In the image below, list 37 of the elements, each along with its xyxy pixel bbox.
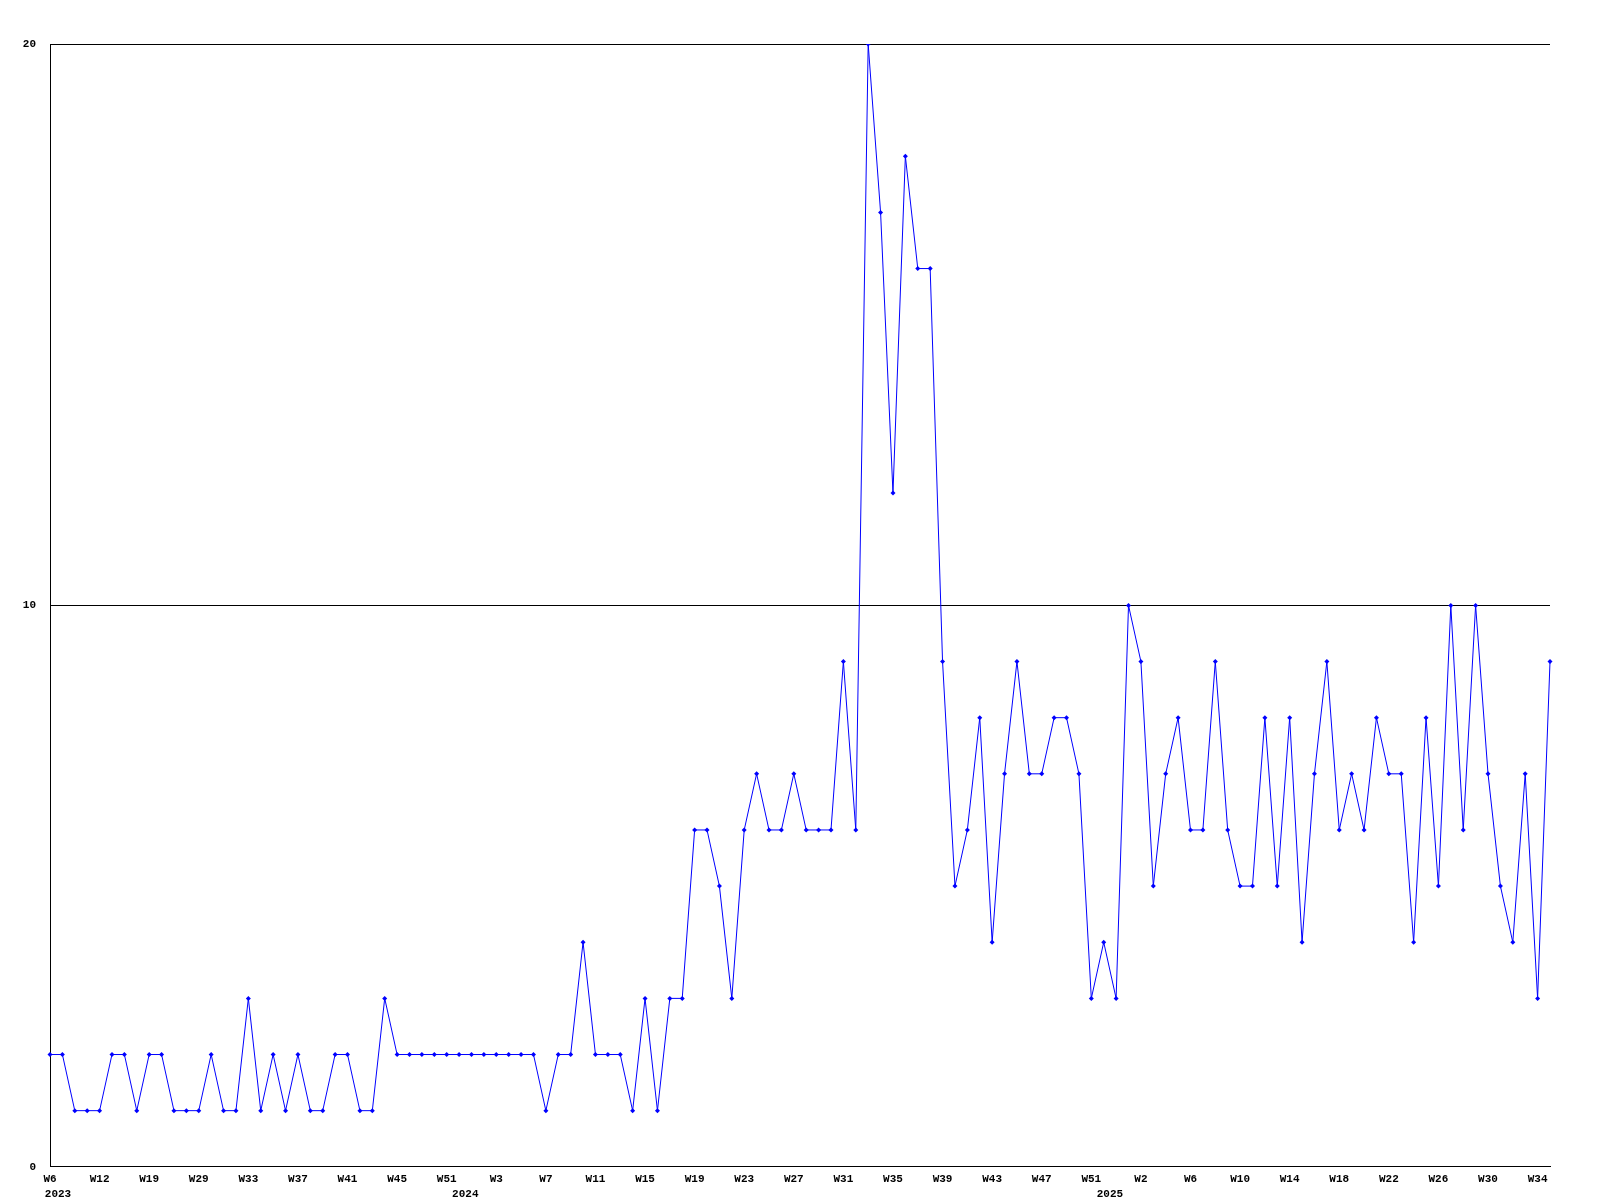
x-tick-label: W31 — [833, 1173, 854, 1186]
x-tick-label: W3 — [489, 1173, 504, 1186]
x-tick-label: W35 — [883, 1173, 904, 1186]
x-tick-label: W41 — [337, 1173, 358, 1186]
x-tick-label: W23 — [734, 1173, 755, 1186]
x-tick-label: W43 — [982, 1173, 1003, 1186]
text: 2025 — [1096, 1188, 1124, 1200]
text: 2023 — [44, 1188, 72, 1200]
text: 2024 — [452, 1188, 479, 1200]
x-tick-label: W18 — [1329, 1173, 1350, 1186]
y-tick-label: 20 — [22, 37, 36, 50]
x-tick-label: W51 — [1081, 1173, 1102, 1186]
y-tick-label: 10 — [22, 599, 36, 612]
x-tick-label: W30 — [1478, 1173, 1498, 1186]
x-tick-label: W26 — [1428, 1173, 1449, 1186]
x-tick-label: W2 — [1134, 1173, 1148, 1186]
x-tick-label: W29 — [188, 1173, 209, 1186]
x-tick-label: W10 — [1230, 1173, 1250, 1186]
x-tick-label: W27 — [783, 1173, 804, 1186]
x-tick-label: W51 — [436, 1173, 457, 1186]
x-tick-label: W39 — [932, 1173, 953, 1186]
x-tick-label: W15 — [635, 1173, 656, 1186]
x-tick-label: W6 — [43, 1173, 57, 1186]
x-tick-label: W19 — [684, 1173, 705, 1186]
x-tick-label: W45 — [387, 1173, 408, 1186]
x-tick-label: W34 — [1527, 1173, 1548, 1186]
x-tick-label: W14 — [1279, 1173, 1300, 1186]
y-tick-label: 0 — [29, 1160, 36, 1173]
x-tick-label: W37 — [288, 1173, 308, 1186]
x-tick-label: W7 — [539, 1173, 553, 1186]
x-tick-label: W6 — [1183, 1173, 1198, 1186]
x-tick-label: W22 — [1378, 1173, 1399, 1186]
x-tick-label: W47 — [1031, 1173, 1052, 1186]
x-tick-label: W19 — [139, 1173, 160, 1186]
x-tick-label: W12 — [89, 1173, 110, 1186]
x-tick-label: W33 — [238, 1173, 259, 1186]
x-tick-label: W11 — [585, 1173, 606, 1186]
